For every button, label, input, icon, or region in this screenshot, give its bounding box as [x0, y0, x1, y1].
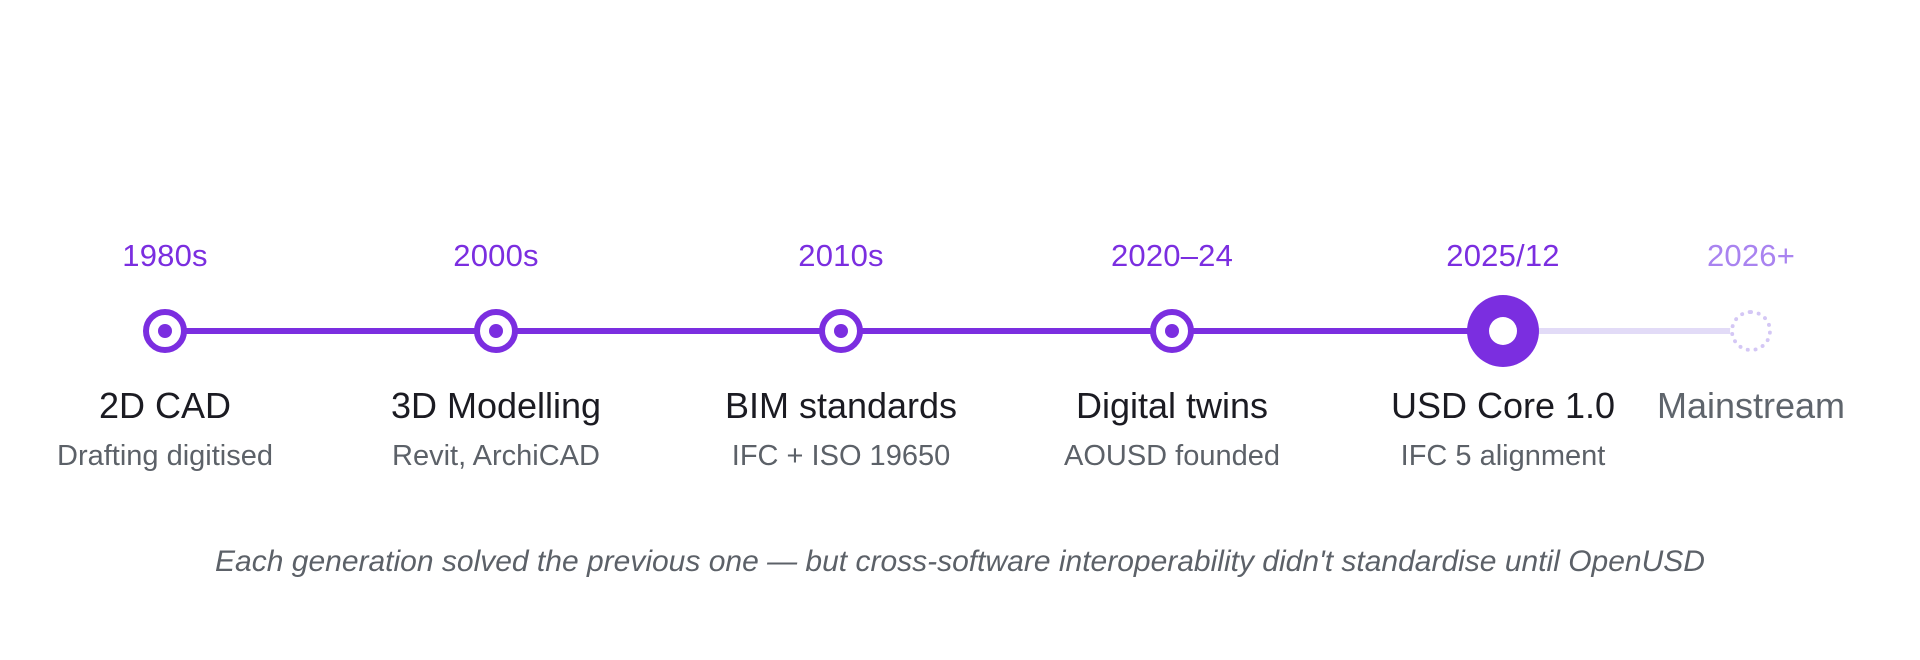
milestone-year: 2010s	[798, 238, 884, 273]
milestone-node-done	[819, 309, 863, 353]
milestone-2026-plus: 2026+ Mainstream	[1601, 0, 1901, 660]
milestone-2025-12: 2025/12 USD Core 1.0 IFC 5 alignment	[1353, 0, 1653, 660]
milestone-2000s: 2000s 3D Modelling Revit, ArchiCAD	[346, 0, 646, 660]
milestone-title: Digital twins	[1075, 385, 1269, 426]
milestone-2020-24: 2020–24 Digital twins AOUSD founded	[1022, 0, 1322, 660]
milestone-year: 2025/12	[1446, 238, 1560, 273]
milestone-subtitle: Revit, ArchiCAD	[392, 440, 600, 472]
milestone-title: BIM standards	[724, 385, 958, 426]
milestone-node-future	[1730, 310, 1772, 352]
milestone-subtitle: IFC + ISO 19650	[731, 440, 951, 472]
milestone-title: Mainstream	[1656, 385, 1846, 426]
milestone-1980s: 1980s 2D CAD Drafting digitised	[15, 0, 315, 660]
milestone-year: 2000s	[453, 238, 539, 273]
timeline-caption: Each generation solved the previous one …	[215, 545, 1705, 578]
milestone-title: 2D CAD	[98, 385, 232, 426]
milestone-subtitle: AOUSD founded	[1063, 440, 1280, 472]
milestone-node-done	[474, 309, 518, 353]
milestone-subtitle: Drafting digitised	[57, 440, 273, 472]
milestone-node-done	[1150, 309, 1194, 353]
milestone-year: 1980s	[122, 238, 208, 273]
milestone-node-done	[143, 309, 187, 353]
milestone-year: 2026+	[1706, 238, 1796, 273]
milestone-year: 2020–24	[1110, 238, 1234, 273]
milestone-title: 3D Modelling	[390, 385, 602, 426]
milestone-node-current	[1467, 295, 1539, 367]
milestone-subtitle: IFC 5 alignment	[1400, 440, 1606, 472]
milestone-title: USD Core 1.0	[1390, 385, 1616, 426]
milestone-2010s: 2010s BIM standards IFC + ISO 19650	[691, 0, 991, 660]
timeline-track-future	[1505, 328, 1750, 334]
